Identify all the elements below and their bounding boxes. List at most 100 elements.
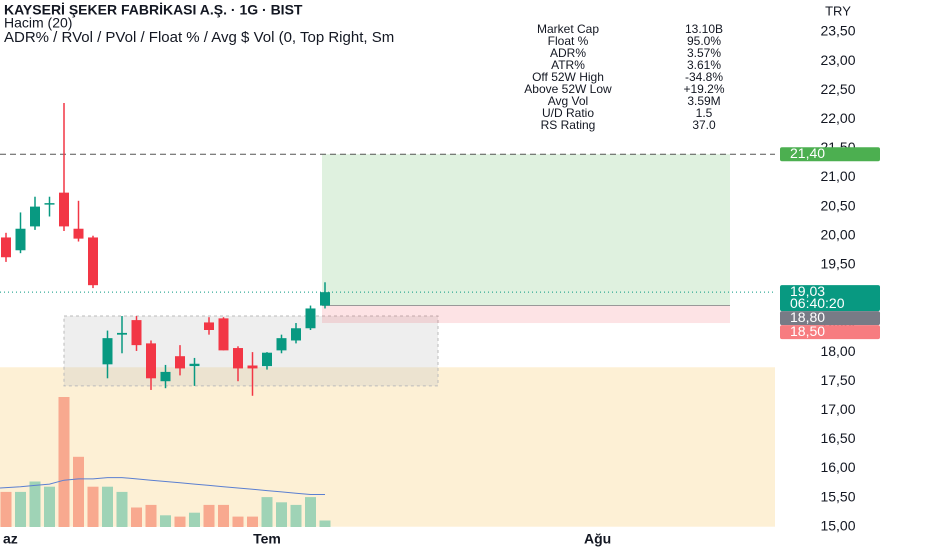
stat-label: U/D Ratio [542, 106, 594, 120]
overlay-layer: KAYSERİ ŞEKER FABRİKASI A.Ş. · 1G · BIST… [4, 2, 880, 340]
volume-bar [145, 504, 157, 527]
support-zone [0, 367, 775, 527]
stat-label: Avg Vol [548, 94, 588, 108]
candle-body [44, 203, 55, 205]
candle-body [233, 348, 243, 369]
candle-body [59, 192, 69, 227]
volume-bar [160, 515, 171, 527]
price-label: 18,80 [790, 309, 825, 325]
indicator-label: ADR% / RVol / PVol / Float % / Avg $ Vol… [4, 29, 394, 46]
y-tick-label: 17,00 [820, 401, 855, 417]
volume-bar [218, 504, 229, 527]
y-tick-label: 17,50 [820, 372, 855, 388]
y-tick-label: 19,50 [820, 256, 855, 272]
y-tick-label: 21,00 [820, 168, 855, 184]
volume-bar [247, 516, 258, 527]
candle-body [247, 365, 258, 369]
countdown-label: 06:40:20 [790, 295, 845, 311]
price-label-box [780, 285, 880, 312]
y-tick-label: 15,00 [820, 517, 855, 533]
stat-value: 1.5 [696, 106, 713, 120]
y-tick-label: 15,50 [820, 488, 855, 504]
stat-value: 3.59M [687, 94, 720, 108]
stat-label: ATR% [551, 58, 585, 72]
volume-bar [232, 516, 244, 527]
candle-body [30, 206, 40, 227]
price-label: 18,50 [790, 323, 825, 339]
x-tick-label: Tem [253, 531, 281, 547]
stat-value: +19.2% [683, 82, 724, 96]
candle-body [131, 320, 142, 346]
candle-body [88, 237, 98, 286]
volume-bar [131, 507, 142, 527]
volume-bar [305, 497, 316, 527]
volume-bar [58, 397, 70, 527]
chart-title: KAYSERİ ŞEKER FABRİKASI A.Ş. · 1G · BIST [4, 2, 303, 18]
volume-bar [15, 491, 26, 527]
price-axis-bg [775, 0, 932, 550]
y-tick-label: 16,50 [820, 430, 855, 446]
candle-body [73, 228, 84, 239]
x-tick-label: Ağu [584, 531, 611, 547]
currency-label: TRY [825, 3, 851, 18]
stat-label: Above 52W Low [524, 82, 612, 96]
volume-bar [87, 486, 99, 527]
y-tick-label: 18,00 [820, 343, 855, 359]
y-tick-label: 23,00 [820, 52, 855, 68]
background-layer [0, 153, 775, 527]
y-tick-label: 22,00 [820, 110, 855, 126]
candle-body [1, 237, 11, 258]
volume-bar [189, 512, 200, 527]
candle-body [146, 343, 156, 379]
stat-label: Off 52W High [532, 70, 604, 84]
price-label: 21,40 [790, 145, 825, 161]
stat-label: RS Rating [541, 118, 596, 132]
stat-label: Market Cap [537, 22, 599, 36]
candle-body [218, 318, 229, 351]
candle-body [276, 338, 287, 351]
candle-body [175, 356, 185, 369]
volume-bar [29, 481, 41, 527]
candle-body [291, 328, 301, 341]
volume-bar [174, 516, 186, 527]
stat-value: 3.61% [687, 58, 721, 72]
volume-bar [203, 504, 215, 527]
volume-bar [319, 520, 331, 527]
stat-value: 95.0% [687, 34, 721, 48]
candle-body [160, 371, 171, 382]
candle-body [262, 352, 272, 367]
range-box [63, 315, 439, 387]
y-tick-label: 20,50 [820, 197, 855, 213]
y-tick-label: 16,00 [820, 459, 855, 475]
volume-bar [261, 497, 273, 527]
candle-body [15, 228, 26, 251]
volume-bar [116, 491, 128, 527]
stop-zone [322, 305, 730, 324]
candle-body [305, 308, 316, 329]
target-zone [322, 154, 730, 306]
stat-label: ADR% [550, 46, 586, 60]
candle-body [189, 363, 200, 367]
price-label: 19,03 [790, 283, 825, 299]
volume-bar [276, 502, 287, 527]
y-tick-label: 20,00 [820, 226, 855, 242]
volume-bar [290, 504, 302, 527]
y-tick-label: 22,50 [820, 81, 855, 97]
x-tick-label: az [3, 531, 18, 547]
candle-body [102, 338, 113, 365]
candle-body [117, 332, 127, 335]
price-label-box [780, 325, 880, 340]
price-label-box [780, 311, 880, 326]
price-label-box [780, 147, 880, 162]
y-tick-label: 23,50 [820, 23, 855, 39]
stat-value: -34.8% [685, 70, 723, 84]
stat-value: 13.10B [685, 22, 723, 36]
candle-body [320, 292, 330, 306]
volume-bar [102, 486, 113, 527]
stat-value: 3.57% [687, 46, 721, 60]
stat-label: Float % [548, 34, 589, 48]
volume-bar [73, 456, 84, 527]
volume-label: Hacim (20) [4, 15, 72, 31]
